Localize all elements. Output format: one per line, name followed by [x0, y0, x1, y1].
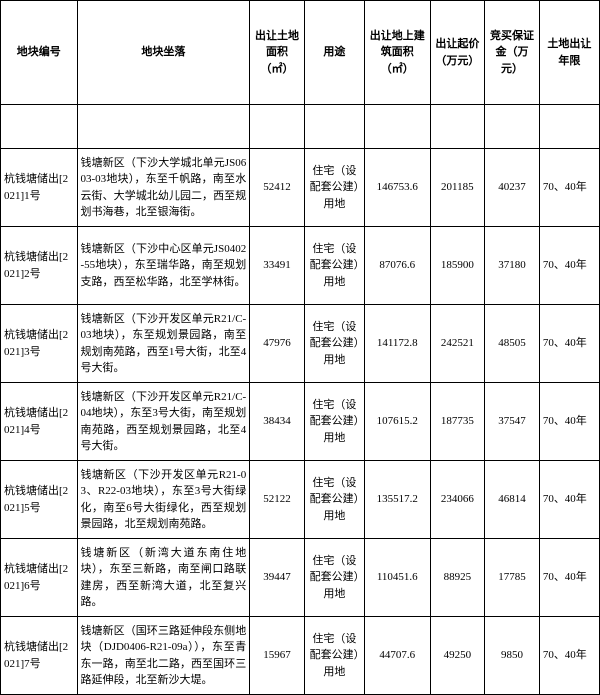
- cell-use: 住宅（设配套公建）用地: [304, 383, 364, 461]
- table-row: 杭钱塘储出[2021]2号钱塘新区（下沙中心区单元JS0402-55地块），东至…: [1, 227, 600, 305]
- cell-build-area: 107615.2: [364, 383, 430, 461]
- cell-deposit: 9850: [485, 617, 540, 695]
- cell-id: 杭钱塘储出[2021]4号: [1, 383, 78, 461]
- cell-location: 钱塘新区（下沙开发区单元R21/C-03地块），东至规划景园路，南至规划南苑路，…: [77, 305, 250, 383]
- cell-start-price: 185900: [430, 227, 485, 305]
- spacer-row: [1, 105, 600, 149]
- header-use: 用途: [304, 1, 364, 105]
- cell-land-area: 15967: [250, 617, 305, 695]
- cell-land-area: 38434: [250, 383, 305, 461]
- cell-land-area: 33491: [250, 227, 305, 305]
- cell-use: 住宅（设配套公建）用地: [304, 227, 364, 305]
- header-start-price: 出让起价（万元）: [430, 1, 485, 105]
- cell-deposit: 17785: [485, 539, 540, 617]
- cell-build-area: 110451.6: [364, 539, 430, 617]
- cell-start-price: 88925: [430, 539, 485, 617]
- cell-start-price: 187735: [430, 383, 485, 461]
- cell-deposit: 46814: [485, 461, 540, 539]
- header-build-area: 出让地上建筑面积（㎡）: [364, 1, 430, 105]
- cell-start-price: 242521: [430, 305, 485, 383]
- header-term: 土地出让年限: [539, 1, 599, 105]
- cell-build-area: 146753.6: [364, 149, 430, 227]
- cell-id: 杭钱塘储出[2021]5号: [1, 461, 78, 539]
- cell-land-area: 52412: [250, 149, 305, 227]
- cell-id: 杭钱塘储出[2021]6号: [1, 539, 78, 617]
- table-row: 杭钱塘储出[2021]1号钱塘新区（下沙大学城北单元JS0603-03地块），东…: [1, 149, 600, 227]
- header-id: 地块编号: [1, 1, 78, 105]
- cell-term: 70、40年: [539, 539, 599, 617]
- cell-land-area: 52122: [250, 461, 305, 539]
- cell-deposit: 37547: [485, 383, 540, 461]
- cell-location: 钱塘新区（国环三路延伸段东侧地块（DJD0406-R21-09a）），东至青东一…: [77, 617, 250, 695]
- cell-location: 钱塘新区（下沙大学城北单元JS0603-03地块），东至千帆路，南至水云街、大学…: [77, 149, 250, 227]
- header-location: 地块坐落: [77, 1, 250, 105]
- table-row: 杭钱塘储出[2021]4号钱塘新区（下沙开发区单元R21/C-04地块），东至3…: [1, 383, 600, 461]
- cell-location: 钱塘新区（下沙开发区单元R21/C-04地块），东至3号大街，南至规划南苑路，西…: [77, 383, 250, 461]
- cell-term: 70、40年: [539, 461, 599, 539]
- cell-id: 杭钱塘储出[2021]7号: [1, 617, 78, 695]
- cell-use: 住宅（设配套公建）用地: [304, 539, 364, 617]
- land-parcel-table: 地块编号 地块坐落 出让土地面积（㎡） 用途 出让地上建筑面积（㎡） 出让起价（…: [0, 0, 600, 695]
- cell-id: 杭钱塘储出[2021]3号: [1, 305, 78, 383]
- header-deposit: 竞买保证金（万元）: [485, 1, 540, 105]
- cell-build-area: 87076.6: [364, 227, 430, 305]
- cell-land-area: 39447: [250, 539, 305, 617]
- cell-term: 70、40年: [539, 227, 599, 305]
- cell-term: 70、40年: [539, 149, 599, 227]
- cell-term: 70、40年: [539, 305, 599, 383]
- cell-location: 钱塘新区（下沙中心区单元JS0402-55地块），东至瑞华路，南至规划支路，西至…: [77, 227, 250, 305]
- cell-location: 钱塘新区（下沙开发区单元R21-03、R22-03地块），东至3号大街绿化，南至…: [77, 461, 250, 539]
- cell-start-price: 49250: [430, 617, 485, 695]
- cell-deposit: 48505: [485, 305, 540, 383]
- table-row: 杭钱塘储出[2021]6号钱塘新区（新湾大道东南住地块），东至三新路，南至闸口路…: [1, 539, 600, 617]
- cell-deposit: 40237: [485, 149, 540, 227]
- table-row: 杭钱塘储出[2021]7号钱塘新区（国环三路延伸段东侧地块（DJD0406-R2…: [1, 617, 600, 695]
- header-row: 地块编号 地块坐落 出让土地面积（㎡） 用途 出让地上建筑面积（㎡） 出让起价（…: [1, 1, 600, 105]
- cell-build-area: 141172.8: [364, 305, 430, 383]
- cell-land-area: 47976: [250, 305, 305, 383]
- cell-start-price: 234066: [430, 461, 485, 539]
- cell-use: 住宅（设配套公建）用地: [304, 617, 364, 695]
- cell-deposit: 37180: [485, 227, 540, 305]
- table-row: 杭钱塘储出[2021]3号钱塘新区（下沙开发区单元R21/C-03地块），东至规…: [1, 305, 600, 383]
- cell-use: 住宅（设配套公建）用地: [304, 305, 364, 383]
- cell-id: 杭钱塘储出[2021]1号: [1, 149, 78, 227]
- table-row: 杭钱塘储出[2021]5号钱塘新区（下沙开发区单元R21-03、R22-03地块…: [1, 461, 600, 539]
- cell-use: 住宅（设配套公建）用地: [304, 149, 364, 227]
- cell-term: 70、40年: [539, 383, 599, 461]
- cell-build-area: 135517.2: [364, 461, 430, 539]
- header-land-area: 出让土地面积（㎡）: [250, 1, 305, 105]
- cell-use: 住宅（设配套公建）用地: [304, 461, 364, 539]
- cell-id: 杭钱塘储出[2021]2号: [1, 227, 78, 305]
- cell-start-price: 201185: [430, 149, 485, 227]
- cell-term: 70、40年: [539, 617, 599, 695]
- cell-build-area: 44707.6: [364, 617, 430, 695]
- cell-location: 钱塘新区（新湾大道东南住地块），东至三新路，南至闸口路联建房，西至新湾大道，北至…: [77, 539, 250, 617]
